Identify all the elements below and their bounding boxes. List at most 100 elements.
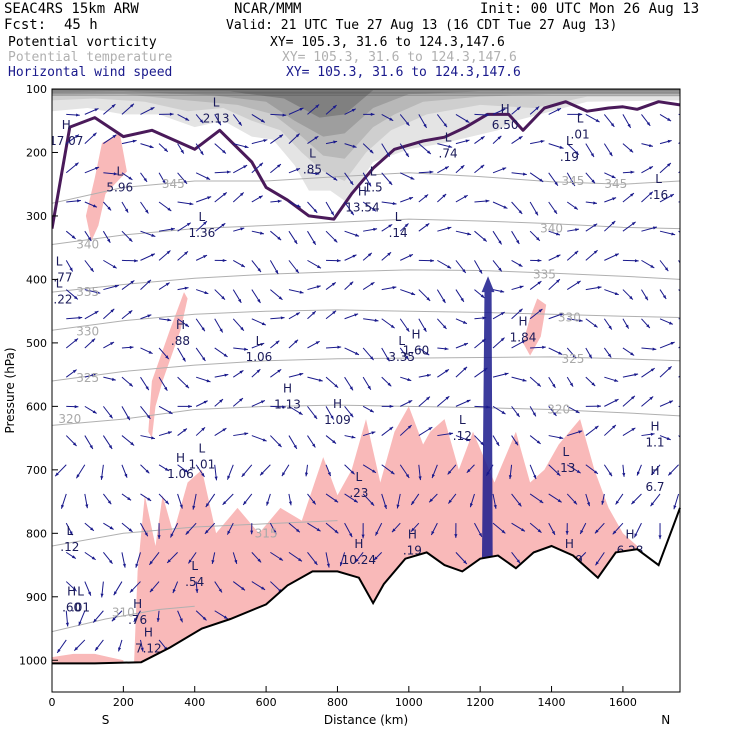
isentrope-345 [52, 172, 680, 204]
wind-arrow-head [536, 237, 540, 241]
wind-arrow-head [447, 470, 452, 475]
wind-arrow [678, 260, 680, 264]
wind-arrow-head [609, 152, 613, 157]
wind-arrow-head [518, 210, 523, 214]
wind-arrow-head [72, 369, 77, 374]
wind-arrow-head [480, 164, 485, 169]
wind-arrow-head [386, 152, 390, 157]
wind-arrow-head [315, 172, 320, 176]
y-axis-title: Pressure (hPa) [3, 347, 17, 433]
wind-arrow-head [298, 411, 303, 415]
wind-arrow-head [315, 341, 320, 345]
forecast-hours: 45 h [64, 17, 98, 33]
wind-arrow-head [669, 400, 674, 404]
wind-arrow-head [122, 563, 126, 568]
wind-arrow-head [205, 503, 210, 508]
wind-arrow-head [169, 112, 174, 116]
wind-arrow-head [147, 279, 151, 284]
pv-extreme-kind: L [116, 164, 123, 178]
wind-arrow-head [217, 121, 221, 126]
wind-arrow-head [164, 467, 169, 471]
wind-arrow-head [78, 621, 82, 626]
wind-arrow-head [576, 280, 581, 285]
wind-arrow-head [73, 295, 78, 300]
wind-arrow-head [591, 179, 596, 184]
wind-arrow-head [485, 113, 490, 117]
wind-arrow-head [480, 294, 485, 298]
isentrope-330 [52, 309, 680, 331]
wind-arrow-head [629, 148, 634, 153]
wind-arrow-head [133, 617, 138, 622]
pv-extreme-kind: H [651, 419, 660, 433]
wind-arrow-head [361, 534, 365, 539]
wind-arrow-head [593, 201, 597, 205]
pv-extreme-kind: L [577, 112, 584, 126]
wind-arrow-head [612, 197, 617, 201]
wind-arrow-head [299, 290, 304, 294]
wind-arrow-head [575, 228, 579, 232]
wind-arrow-head [312, 500, 316, 505]
wind-arrow-head [532, 412, 536, 417]
pv-extreme-value: 6.50 [492, 118, 519, 132]
wind-arrow-head [649, 191, 653, 196]
wind-arrow-head [188, 404, 192, 408]
wind-arrow-head [423, 327, 427, 332]
wind-arrow-head [311, 311, 316, 315]
wind-arrow-head [594, 470, 598, 474]
wind-arrow-head [128, 382, 133, 387]
wind-arrow-head [666, 436, 671, 440]
wind-arrow-head [658, 535, 662, 540]
wind-arrow-head [170, 533, 174, 538]
wind-arrow-head [91, 373, 96, 377]
wind-arrow-head [478, 269, 483, 274]
pv-extreme-kind: L [655, 172, 662, 186]
wind-arrow-head [535, 106, 540, 111]
wind-arrow-head [429, 498, 433, 503]
wind-arrow-head [180, 149, 184, 154]
isentrope-335 [52, 269, 680, 293]
init-time: Init: 00 UTC Mon 26 Aug 13 [480, 1, 700, 17]
wind-arrow-head [407, 378, 412, 382]
wind-arrow-head [277, 199, 282, 203]
wind-arrow-head [219, 328, 223, 333]
wind-arrow-head [551, 530, 555, 535]
wind-arrow-head [349, 181, 354, 185]
wind-arrow-head [162, 180, 166, 185]
wind-arrow-head [424, 194, 429, 199]
wind-arrow-head [537, 258, 542, 263]
wind-arrow-head [652, 347, 657, 351]
wind-arrow-head [127, 496, 132, 501]
wind-arrow-head [662, 295, 667, 300]
wind-arrow-head [172, 589, 176, 594]
wind-arrow-head [280, 316, 285, 320]
wind-arrow-head [631, 395, 635, 400]
wind-arrow-head [330, 211, 334, 216]
wind-arrow-head [407, 425, 412, 429]
wind-arrow-head [387, 382, 392, 387]
wind-arrow-head [614, 399, 619, 403]
wind-arrow-head [595, 118, 600, 123]
wind-arrow-head [296, 168, 301, 172]
wind-arrow-head [610, 123, 615, 127]
pv-extreme-value: 13.54 [345, 201, 379, 215]
x-tick-label: 0 [49, 696, 56, 709]
y-tick-label: 500 [26, 337, 47, 350]
wind-arrow-head [202, 357, 206, 362]
wind-arrow-head [147, 497, 152, 501]
wind-arrow-head [74, 405, 79, 409]
wind-arrow-head [96, 290, 101, 294]
wind-arrow-head [214, 476, 218, 481]
wind-arrow-head [111, 377, 116, 381]
pv-extreme-value: 10.24 [342, 553, 376, 567]
forecast-label: Fcst: [4, 17, 47, 33]
wind-arrow-head [146, 415, 151, 419]
wind-arrow-head [634, 533, 638, 538]
isentrope-label: 330 [76, 324, 99, 338]
wind-arrow-head [241, 586, 245, 591]
wind-arrow-head [669, 194, 674, 198]
wind-arrow-head [149, 588, 154, 593]
pv-extreme-kind: L [191, 559, 198, 573]
wind-arrow-head [634, 373, 639, 377]
wind-arrow-head [501, 410, 506, 415]
pv-extreme-value: 7.12 [135, 642, 162, 656]
